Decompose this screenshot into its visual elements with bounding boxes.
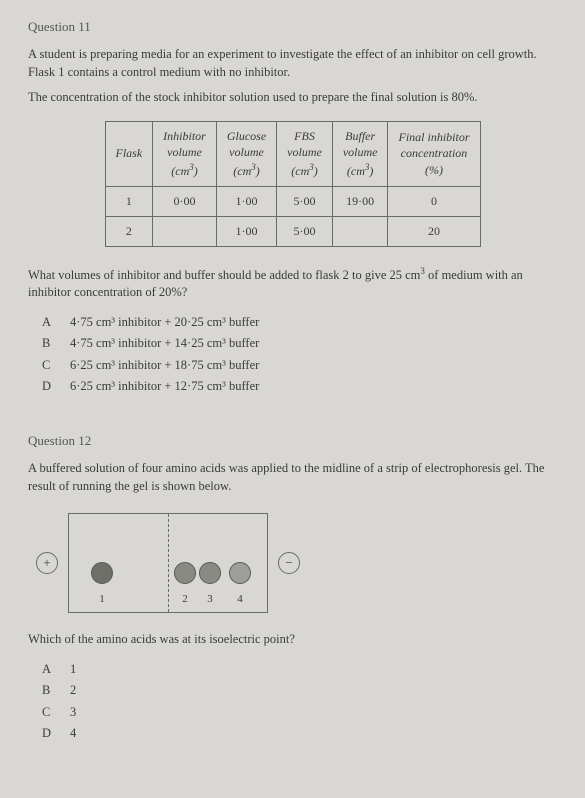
option-d[interactable]: D4 [42,725,557,743]
option-text: 2 [70,682,76,700]
midline [168,514,169,612]
option-label: A [42,661,56,679]
cell-fbs: 5·00 [277,187,333,217]
cell-inhibitor [153,216,217,246]
q12-para1: A buffered solution of four amino acids … [28,460,557,495]
gel-spot-label: 4 [229,592,251,607]
cell-final: 20 [388,216,480,246]
gel-spot-label: 3 [199,592,221,607]
option-text: 6·25 cm³ inhibitor + 18·75 cm³ buffer [70,357,259,375]
q11-para1: A student is preparing media for an expe… [28,46,557,81]
gel-spot [199,562,221,584]
cell-final: 0 [388,187,480,217]
option-text: 4·75 cm³ inhibitor + 14·25 cm³ buffer [70,335,259,353]
th-final: Final inhibitorconcentration(%) [388,121,480,186]
gel-spot [91,562,113,584]
option-b[interactable]: B 4·75 cm³ inhibitor + 14·25 cm³ buffer [42,335,557,353]
q11-options: A 4·75 cm³ inhibitor + 20·25 cm³ buffer B… [42,314,557,396]
th-glucose: Glucosevolume(cm3) [216,121,276,186]
cell-buffer [332,216,388,246]
gel-spot-label: 1 [91,592,113,607]
option-text: 6·25 cm³ inhibitor + 12·75 cm³ buffer [70,378,259,396]
th-fbs: FBSvolume(cm3) [277,121,333,186]
option-a[interactable]: A1 [42,661,557,679]
option-d[interactable]: D 6·25 cm³ inhibitor + 12·75 cm³ buffer [42,378,557,396]
q11-prompt: What volumes of inhibitor and buffer sho… [28,265,557,302]
th-flask: Flask [105,121,153,186]
q11-para2: The concentration of the stock inhibitor… [28,89,557,107]
option-label: A [42,314,56,332]
th-inhibitor: Inhibitorvolume(cm3) [153,121,217,186]
option-label: D [42,378,56,396]
gel-spot [229,562,251,584]
table-row: 1 0·00 1·00 5·00 19·00 0 [105,187,480,217]
option-label: C [42,357,56,375]
option-text: 4·75 cm³ inhibitor + 20·25 cm³ buffer [70,314,259,332]
option-c[interactable]: C 6·25 cm³ inhibitor + 18·75 cm³ buffer [42,357,557,375]
cell-glucose: 1·00 [216,187,276,217]
th-buffer: Buffervolume(cm3) [332,121,388,186]
q11-heading: Question 11 [28,18,557,36]
option-label: D [42,725,56,743]
gel-spot-label: 2 [174,592,196,607]
table-row: 2 1·00 5·00 20 [105,216,480,246]
option-a[interactable]: A 4·75 cm³ inhibitor + 20·25 cm³ buffer [42,314,557,332]
option-label: B [42,335,56,353]
option-text: 3 [70,704,76,722]
electrode-plus-icon: + [36,552,58,574]
gel-box: 1 234 [68,513,268,613]
cell-fbs: 5·00 [277,216,333,246]
cell-glucose: 1·00 [216,216,276,246]
cell-flask: 1 [105,187,153,217]
cell-inhibitor: 0·00 [153,187,217,217]
q12-prompt: Which of the amino acids was at its isoe… [28,631,557,649]
option-label: B [42,682,56,700]
cell-flask: 2 [105,216,153,246]
electrode-minus-icon: − [278,552,300,574]
cell-buffer: 19·00 [332,187,388,217]
option-text: 1 [70,661,76,679]
gel-diagram: + 1 234 − [36,513,557,613]
option-c[interactable]: C3 [42,704,557,722]
q12-heading: Question 12 [28,432,557,450]
q12-options: A1 B2 C3 D4 [42,661,557,743]
table-header-row: Flask Inhibitorvolume(cm3) Glucosevolume… [105,121,480,186]
option-text: 4 [70,725,76,743]
option-label: C [42,704,56,722]
option-b[interactable]: B2 [42,682,557,700]
question-12: Question 12 A buffered solution of four … [28,432,557,743]
q11-table: Flask Inhibitorvolume(cm3) Glucosevolume… [105,121,481,247]
gel-spot [174,562,196,584]
question-11: Question 11 A student is preparing media… [28,18,557,396]
